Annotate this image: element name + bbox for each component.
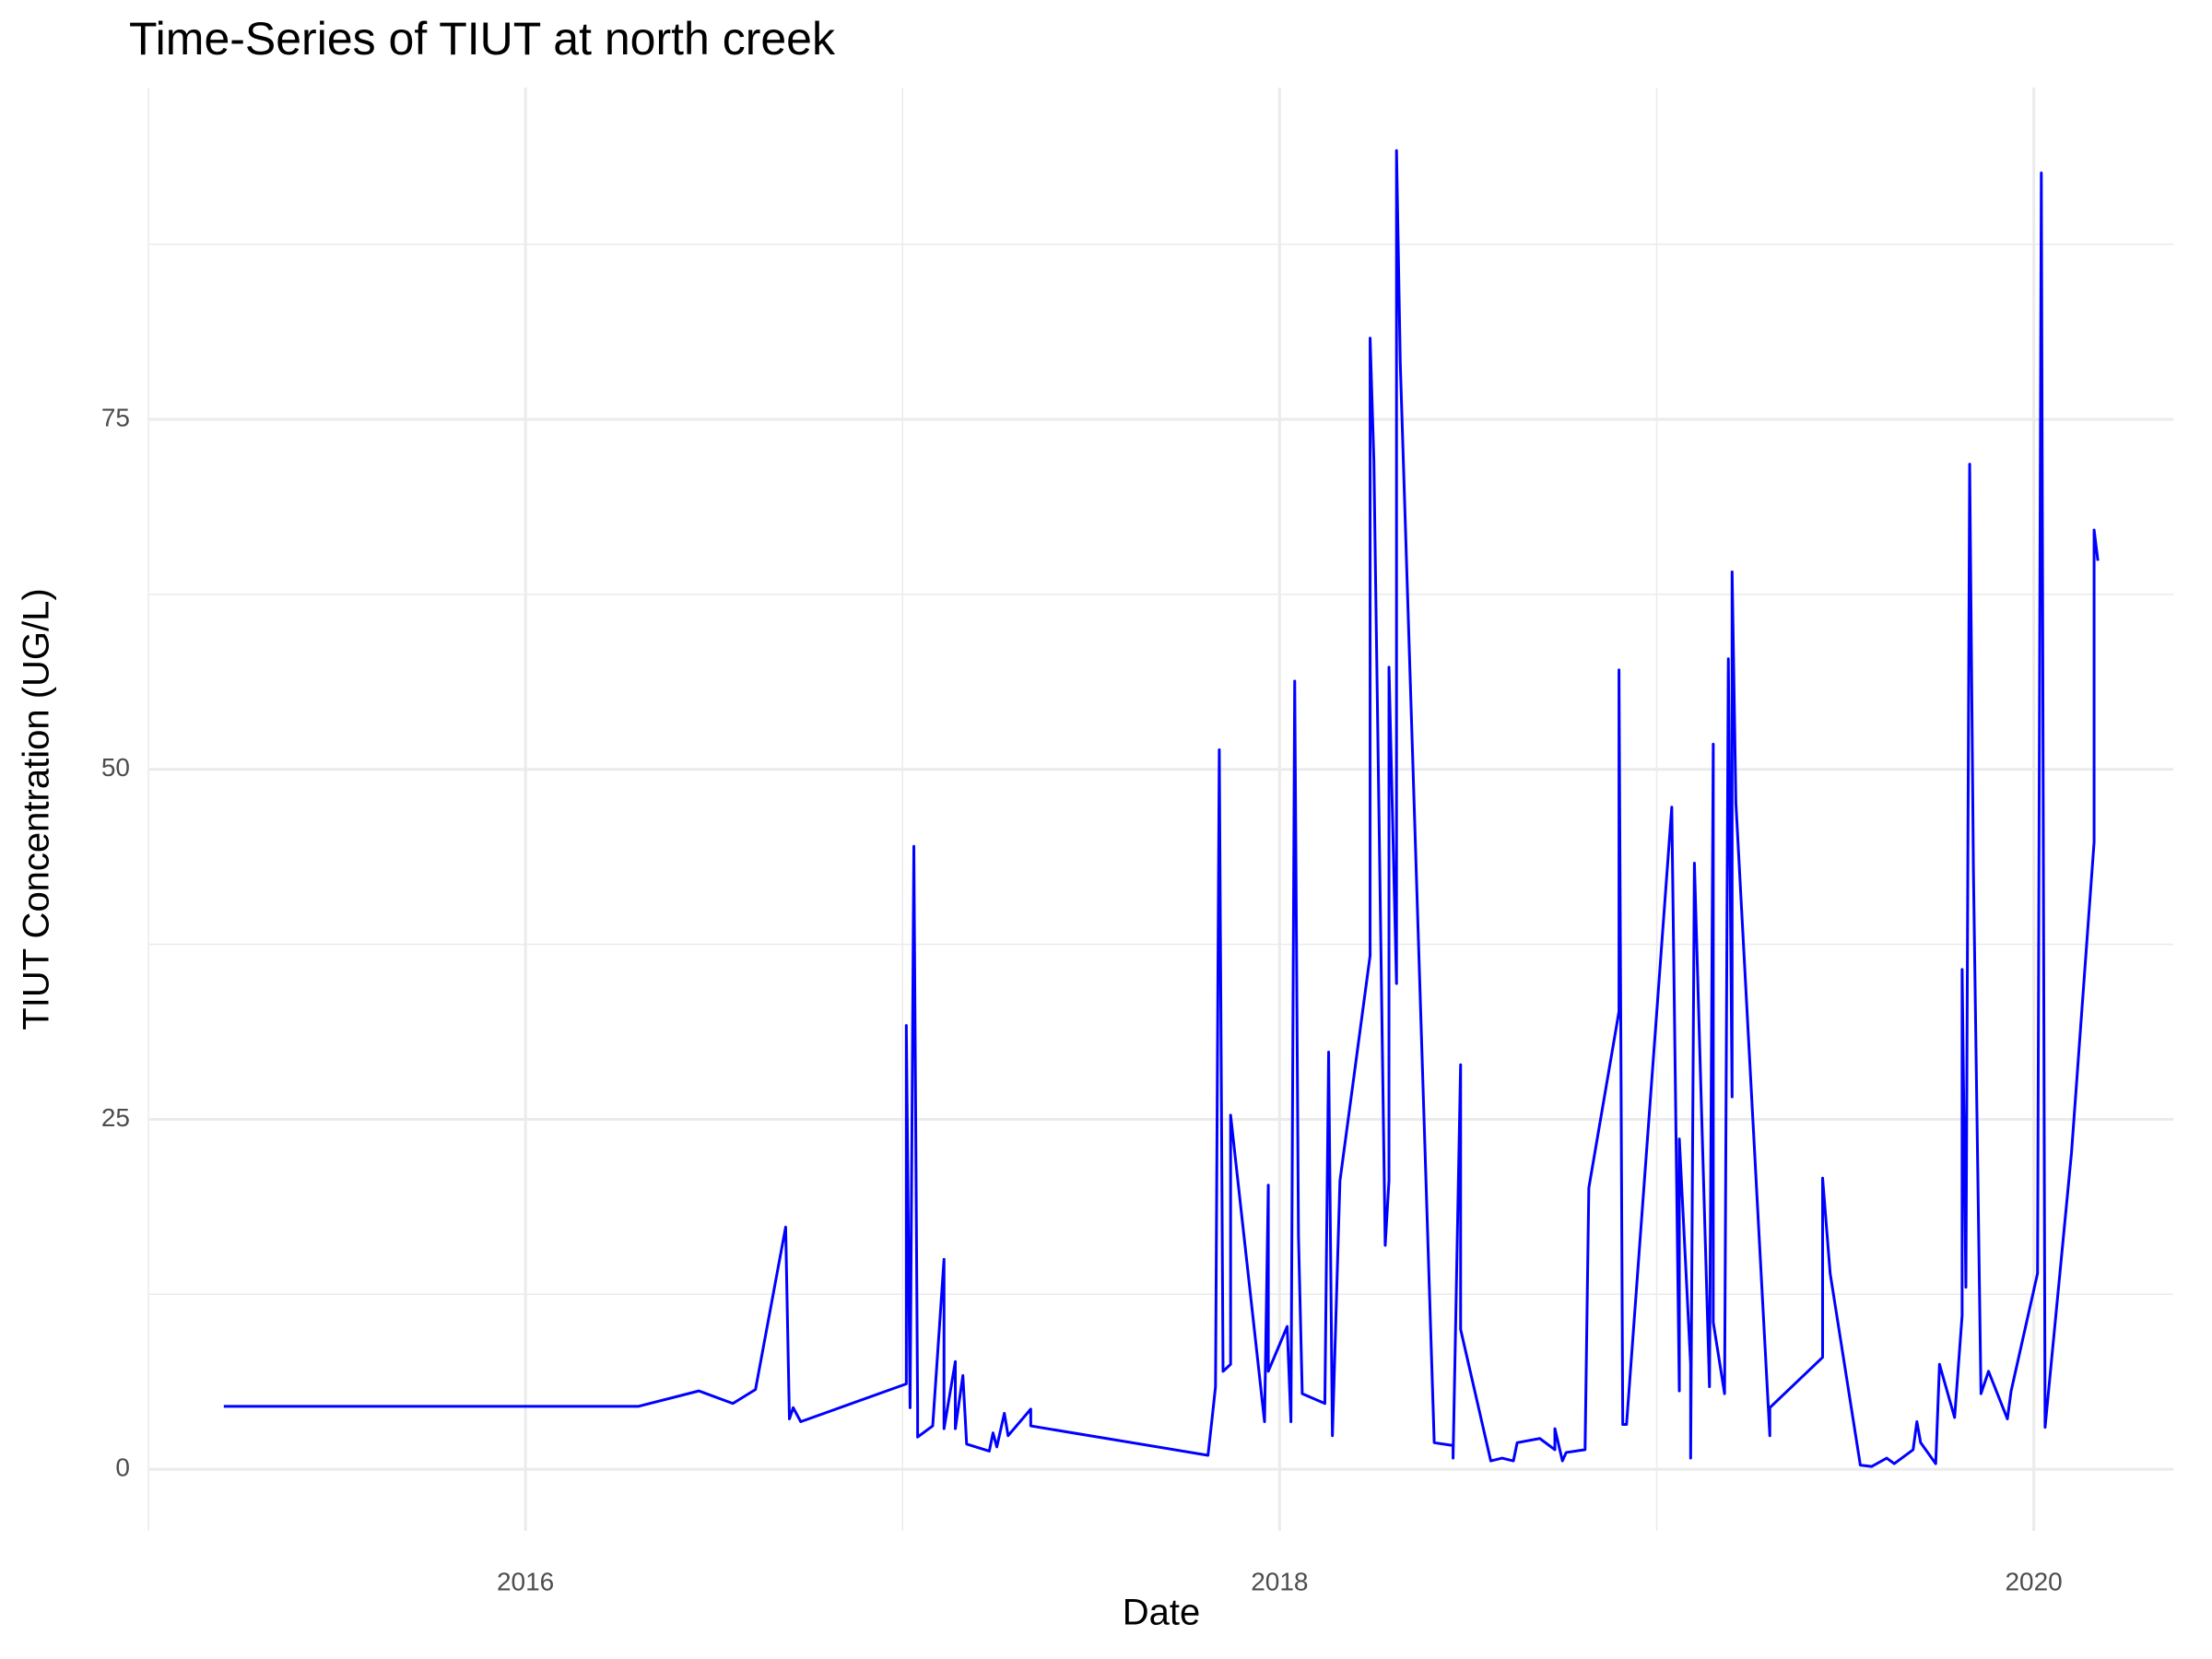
x-tick-label: 2020 — [2005, 1567, 2062, 1595]
y-axis-title: TIUT Concentration (UG/L) — [17, 588, 57, 1030]
x-axis-title: Date — [1123, 1593, 1201, 1633]
y-tick-label: 0 — [115, 1453, 130, 1482]
chart-title: Time-Series of TIUT at north creek — [129, 13, 836, 65]
y-tick-label: 25 — [101, 1103, 130, 1132]
y-tick-label: 50 — [101, 753, 130, 782]
y-tick-label: 75 — [101, 403, 130, 431]
x-tick-label: 2018 — [1251, 1567, 1308, 1595]
x-tick-label: 2016 — [497, 1567, 554, 1595]
data-line — [223, 148, 2100, 1468]
